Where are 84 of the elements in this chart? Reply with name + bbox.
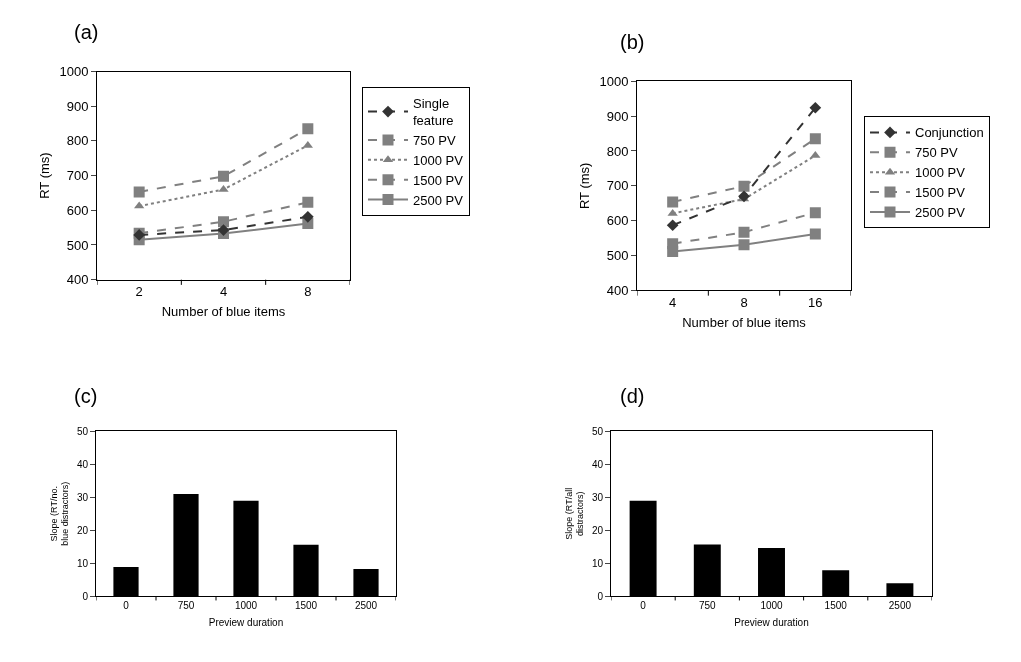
y-tick-label: 400: [66, 272, 89, 288]
x-tick-label: 1000: [234, 600, 258, 612]
x-tick-label: 1500: [294, 600, 318, 612]
legend-label: 2500 PV: [915, 205, 966, 221]
point: [738, 190, 750, 203]
y-tick-label: 1000: [59, 64, 89, 80]
chart-title: (c): [74, 385, 98, 407]
x-tick-label: 2500: [888, 600, 912, 612]
x-axis-title: Preview duration: [208, 616, 284, 628]
y-tick-label: 600: [606, 213, 629, 229]
y-tick-label: 500: [606, 248, 629, 264]
point: [809, 133, 821, 145]
point: [738, 226, 750, 238]
y-axis-title: RT (ms): [577, 162, 593, 210]
y-tick-label: 10: [76, 557, 89, 569]
y-tick-label: 800: [606, 143, 629, 159]
x-tick-label: 4: [219, 284, 228, 300]
legend-label: 750 PV: [915, 145, 958, 161]
x-tick-label: 8: [740, 295, 748, 311]
y-tick-label: 1000: [599, 73, 629, 89]
point: [218, 216, 229, 228]
y-axis-title: Slope (RT/all distractors): [563, 487, 586, 540]
y-tick-label: 20: [591, 524, 604, 536]
point: [667, 196, 679, 208]
legend-label: 1500 PV: [413, 172, 464, 188]
point: [667, 238, 679, 250]
y-tick-label: 900: [66, 98, 89, 114]
legend-label: 750 PV: [413, 132, 456, 148]
y-tick-label: 900: [606, 108, 629, 124]
point: [302, 196, 314, 208]
y-tick-label: 700: [66, 168, 89, 184]
x-axis-title: Preview duration: [734, 616, 809, 628]
y-axis-title: Slope (RT/no. blue distractors): [48, 481, 71, 546]
y-tick-label: 700: [606, 178, 629, 194]
y-tick-label: 40: [591, 458, 604, 470]
x-tick-label: 0: [640, 600, 647, 612]
x-tick-label: 0: [123, 600, 130, 612]
x-axis-title: Number of blue items: [161, 303, 286, 319]
x-tick-label: 2500: [354, 600, 378, 612]
x-tick-label: 2: [135, 284, 143, 300]
y-tick-label: 0: [597, 590, 604, 602]
x-axis-title: Number of blue items: [682, 314, 807, 330]
point: [218, 170, 229, 182]
x-tick-label: 16: [808, 295, 823, 311]
x-tick-label: 1000: [760, 600, 784, 612]
legend-label: 1000 PV: [413, 152, 464, 168]
point: [809, 228, 821, 240]
point: [217, 224, 230, 236]
y-tick-label: 40: [76, 458, 89, 470]
y-tick-label: 50: [76, 425, 89, 437]
point: [738, 180, 750, 192]
point: [666, 219, 679, 232]
y-tick-label: 10: [591, 557, 604, 569]
y-tick-label: 400: [606, 282, 629, 298]
point: [302, 123, 314, 135]
point: [301, 211, 314, 223]
y-tick-label: 0: [82, 590, 89, 602]
legend-label: 1500 PV: [915, 185, 966, 201]
chart-title: (b): [620, 31, 645, 53]
point: [809, 101, 822, 114]
y-tick-label: 30: [76, 491, 89, 503]
chart-title: (a): [74, 21, 99, 43]
y-tick-label: 50: [591, 425, 604, 437]
y-axis-title: RT (ms): [37, 152, 53, 199]
x-tick-label: 750: [177, 600, 195, 612]
legend-label: Conjunction: [915, 125, 984, 141]
y-tick-label: 20: [76, 524, 89, 536]
y-tick-label: 800: [66, 133, 89, 149]
x-tick-label: 750: [698, 600, 717, 612]
point: [809, 207, 821, 219]
point: [667, 208, 678, 216]
legend-label: 1000 PV: [915, 165, 966, 181]
y-tick-label: 30: [591, 491, 604, 503]
x-tick-label: 8: [304, 284, 312, 300]
y-tick-label: 600: [66, 202, 89, 218]
point: [738, 239, 750, 251]
point: [218, 184, 229, 192]
legend-label: Single feature: [413, 96, 454, 129]
x-tick-label: 4: [669, 295, 677, 311]
point: [133, 186, 145, 198]
chart-title: (d): [620, 385, 645, 407]
legend-label: 2500 PV: [413, 192, 464, 208]
x-tick-label: 1500: [824, 600, 848, 612]
y-tick-label: 500: [66, 237, 89, 253]
